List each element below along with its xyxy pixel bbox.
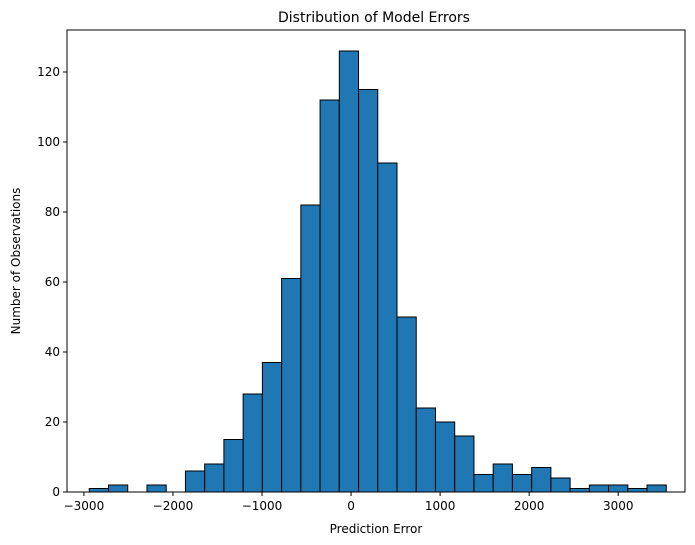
y-tick-label: 0 [52,485,60,499]
plot-frame [66,29,686,493]
histogram-bar-13 [338,50,360,493]
x-tick-label: −3000 [64,499,105,513]
histogram-bar-15 [377,162,398,493]
x-tick-label: −1000 [242,499,283,513]
histogram-bar-7 [223,439,244,493]
histogram-bar-5 [184,470,206,493]
histogram-bar-27 [608,484,629,493]
histogram-bar-18 [434,421,456,493]
histogram-bar-9 [261,362,283,493]
histogram-bar-14 [358,89,379,493]
y-tick-label: 100 [37,135,60,149]
histogram-bar-28 [627,488,648,493]
x-axis-ticks: −3000 −2000 −1000 0 1000 2000 3000 [64,492,634,513]
histogram-bar-17 [415,407,436,493]
histogram-bar-20 [473,474,494,493]
histogram-bar-3 [146,484,167,493]
histogram-bar-16 [396,316,417,493]
histogram-bar-10 [281,278,302,493]
x-tick-label: 1000 [425,499,456,513]
histogram-bar-11 [300,204,321,493]
y-axis-ticks: 0 20 40 60 80 100 120 [37,65,67,499]
y-tick-label: 40 [45,345,60,359]
histogram-bar-26 [588,484,610,493]
x-tick-label: −2000 [153,499,194,513]
x-axis-label: Prediction Error [330,522,423,536]
y-tick-label: 80 [45,205,60,219]
histogram-bar-21 [492,463,513,493]
y-tick-label: 20 [45,415,60,429]
y-axis-label: Number of Observations [9,188,23,335]
histogram-bar-23 [531,467,552,493]
histogram-bar-12 [319,99,340,493]
histogram-bar-8 [242,393,263,493]
y-tick-label: 60 [45,275,60,289]
histogram-bar-25 [569,488,590,493]
x-tick-label: 2000 [514,499,545,513]
histogram-bar-29 [646,484,667,493]
x-tick-label: 0 [347,499,355,513]
y-tick-label: 120 [37,65,60,79]
histogram-bar-24 [550,477,571,493]
x-tick-label: 3000 [603,499,634,513]
chart-title: Distribution of Model Errors [278,10,470,26]
histogram-bar-0 [88,488,109,493]
histogram-bar-19 [454,435,475,493]
histogram-bar-1 [108,484,129,493]
histogram-bar-22 [511,474,533,493]
histogram-bar-6 [204,463,225,493]
